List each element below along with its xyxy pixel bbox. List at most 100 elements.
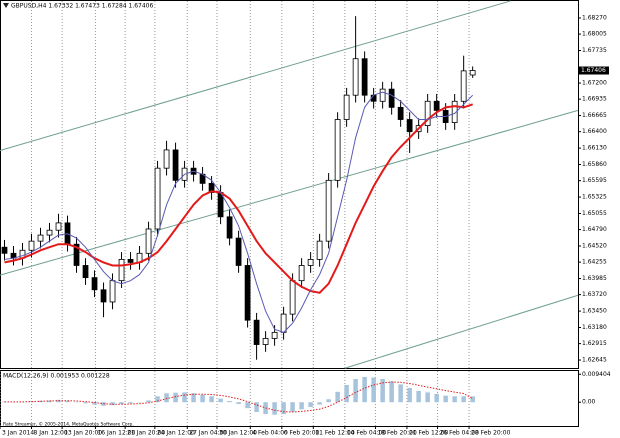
y-tick-label: 1.63450 (582, 308, 607, 315)
macd-bar (245, 402, 250, 409)
macd-bar (308, 402, 313, 407)
macd-bar (218, 398, 223, 403)
macd-bar (227, 401, 232, 403)
x-tick-label: 28 Feb 20:00 (471, 430, 511, 437)
x-tick-label: 6 Feb 20:00 (284, 430, 320, 437)
macd-bar (65, 400, 70, 403)
y-tick-label: 1.64255 (582, 259, 607, 266)
moving-average (4, 91, 474, 333)
macd-bar (209, 396, 214, 403)
trendline (344, 294, 579, 369)
x-tick-label: 13 Jan 20:00 (64, 430, 102, 437)
candle-body (460, 70, 467, 102)
candle-body (172, 149, 179, 181)
macd-bar (425, 392, 430, 403)
y-tick-label: 1.65595 (582, 177, 607, 184)
y-tick-label: 1.63180 (582, 324, 607, 331)
y-tick-label: 1.64520 (582, 243, 607, 250)
macd-title: MACD(12,26,9) 0.001953 0.001228 (3, 373, 110, 380)
candle-body (73, 243, 80, 266)
y-tick-label: 1.62645 (582, 357, 607, 364)
macd-bar (371, 377, 376, 403)
candle-body (163, 149, 170, 169)
y-tick-label: 1.66400 (582, 128, 607, 135)
macd-bar (92, 402, 97, 405)
current-price-box (579, 66, 609, 75)
y-tick-label: 1.65055 (582, 210, 607, 217)
x-tick-label: 14 Feb 04:00 (347, 430, 387, 437)
moving-average (4, 103, 474, 294)
candle-body (46, 229, 53, 236)
macd-bar (335, 391, 340, 403)
x-tick-label: 4 Feb 04:00 (252, 430, 288, 437)
candle-body (208, 182, 215, 193)
macd-bar (146, 400, 151, 403)
x-tick-label: 21 Jan 20:00 (127, 430, 165, 437)
candle-body (298, 265, 305, 282)
macd-bar (380, 379, 385, 403)
candle-body (343, 94, 350, 120)
macd-bar (407, 387, 412, 403)
macd-bar (173, 392, 178, 403)
candle-body (235, 237, 242, 266)
candle-body (154, 167, 161, 230)
macd-bar (164, 393, 169, 403)
macd-bar (362, 376, 367, 403)
x-tick-label: 26 Feb 04:00 (440, 430, 480, 437)
candle-body (127, 258, 134, 263)
macd-bar (416, 390, 421, 403)
candle-body (28, 240, 35, 251)
candle-body (1, 246, 8, 254)
macd-panel (0, 370, 579, 427)
macd-bar (83, 402, 88, 404)
y-tick-label: 1.65860 (582, 161, 607, 168)
macd-bar (443, 395, 448, 403)
x-tick-label: 3 Jan 2014 (2, 430, 34, 437)
macd-bar (470, 396, 475, 403)
x-tick-label: 8 Jan 12:00 (34, 430, 68, 437)
trendline (0, 0, 511, 152)
candle-body (307, 258, 314, 266)
current-price-label: 1.67406 (581, 67, 606, 74)
y-tick-label: 1.67735 (582, 47, 607, 54)
candle-body (379, 88, 386, 102)
main-panel (0, 0, 579, 369)
x-tick-label: 21 Feb 12:00 (409, 430, 449, 437)
y-tick-label: 1.66665 (582, 112, 607, 119)
y-tick-label: 1.67200 (582, 80, 607, 87)
candle-body (469, 70, 476, 76)
y-tick-label: 1.68005 (582, 31, 607, 38)
candle-body (91, 277, 98, 291)
macd-bar (452, 396, 457, 403)
y-tick-label: 1.64790 (582, 226, 607, 233)
candle-body (325, 179, 332, 242)
macd-bar (281, 402, 286, 415)
candle-body (433, 100, 440, 111)
candle-body (388, 88, 395, 108)
x-tick-label: 18 Feb 20:00 (377, 430, 417, 437)
macd-bar (200, 394, 205, 403)
candle-body (55, 222, 62, 231)
macd-bar (299, 402, 304, 410)
candle-body (271, 331, 278, 339)
macd-bar (191, 393, 196, 403)
candle-body (226, 216, 233, 239)
candle-body (334, 119, 341, 181)
y-tick-label: 1.62915 (582, 340, 607, 347)
x-tick-label: 30 Jan 12:00 (219, 430, 257, 437)
y-tick-label: 1.66130 (582, 145, 607, 152)
x-tick-label: 24 Jan 12:00 (157, 430, 195, 437)
candle-body (262, 338, 269, 345)
y-tick-label: 1.63720 (582, 291, 607, 298)
x-tick-label: 11 Feb 12:00 (315, 430, 355, 437)
macd-bar (326, 399, 331, 403)
y-tick-label: 1.66935 (582, 96, 607, 103)
macd-bar (128, 402, 133, 404)
candle-body (109, 280, 116, 303)
candle-body (37, 234, 44, 242)
macd-signal (4, 381, 473, 413)
symbol-icon (3, 3, 9, 8)
x-tick-label: 27 Jan 04:00 (189, 430, 227, 437)
